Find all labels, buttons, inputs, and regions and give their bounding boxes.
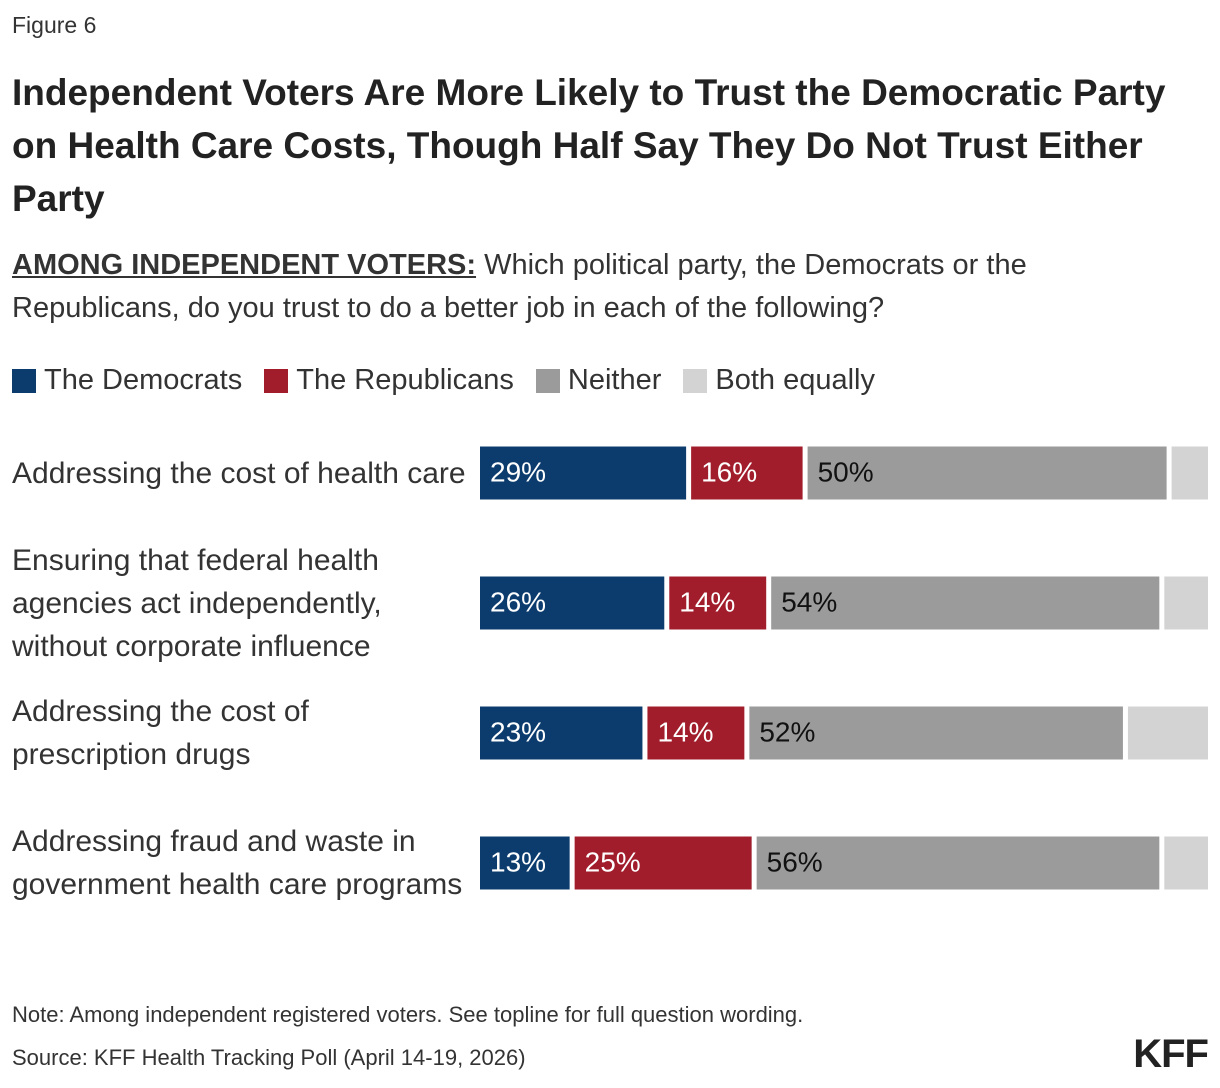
bar-segment (807, 446, 1167, 500)
value-label: 26% (490, 586, 546, 617)
value-label: 29% (490, 456, 546, 487)
bar-segment (691, 446, 803, 500)
bar-segment (480, 446, 687, 500)
value-label: 23% (490, 716, 546, 747)
legend-swatch (12, 368, 36, 393)
source: Source: KFF Health Tracking Poll (April … (12, 1045, 526, 1070)
bar-segment (647, 706, 745, 760)
bar-segment (749, 706, 1123, 760)
bar-segment (1164, 576, 1208, 630)
legend-label: Neither (567, 364, 662, 396)
category-label: Ensuring that federal health agencies ac… (12, 543, 382, 663)
legend-item: Neither (535, 364, 662, 397)
legend-label: The Republicans (296, 364, 514, 396)
category-label: Addressing the cost of prescription drug… (12, 695, 309, 771)
legend-swatch (535, 368, 560, 393)
value-label: 54% (781, 586, 837, 617)
note: Note: Among independent registered voter… (12, 1002, 804, 1027)
value-label: 14% (679, 586, 735, 617)
value-label: 52% (759, 716, 815, 747)
legend-label: The Democrats (44, 364, 243, 396)
bar-segment (771, 576, 1160, 630)
figure-label: Figure 6 (12, 12, 97, 38)
legend-item: Both equally (683, 364, 875, 397)
legend-label: Both equally (715, 364, 875, 396)
value-label: 14% (657, 716, 713, 747)
subtitle: AMONG INDEPENDENT VOTERS: Which politica… (12, 244, 1202, 330)
bar-segment (669, 576, 767, 630)
value-label: 16% (701, 456, 757, 487)
chart-title: Independent Voters Are More Likely to Tr… (12, 72, 1166, 219)
category-label: Addressing fraud and waste in government… (12, 825, 463, 901)
value-label: 56% (767, 846, 823, 877)
legend-swatch (683, 368, 708, 393)
logo: KFF (1133, 1032, 1209, 1076)
bar-segment (1171, 446, 1208, 500)
subtitle-lead: AMONG INDEPENDENT VOTERS: (12, 249, 477, 281)
category-label: Addressing the cost of health care (12, 456, 466, 490)
bar-segment (574, 836, 752, 890)
subtitle-text: Which political party, the Democrats or … (12, 249, 1027, 324)
bar-segment (480, 706, 643, 760)
legend: The Democrats The Republicans Neither Both … (12, 364, 875, 397)
legend-swatch (264, 368, 289, 393)
bar-segment (480, 836, 570, 890)
bar-segment (1127, 706, 1208, 760)
legend-item: The Democrats (12, 364, 242, 397)
value-label: 50% (818, 456, 874, 487)
legend-item: The Republicans (264, 364, 514, 397)
value-label: 13% (490, 846, 546, 877)
bar-segment (1164, 836, 1208, 890)
bar-segment (756, 836, 1160, 890)
value-label: 25% (585, 846, 641, 877)
bar-segment (480, 576, 665, 630)
